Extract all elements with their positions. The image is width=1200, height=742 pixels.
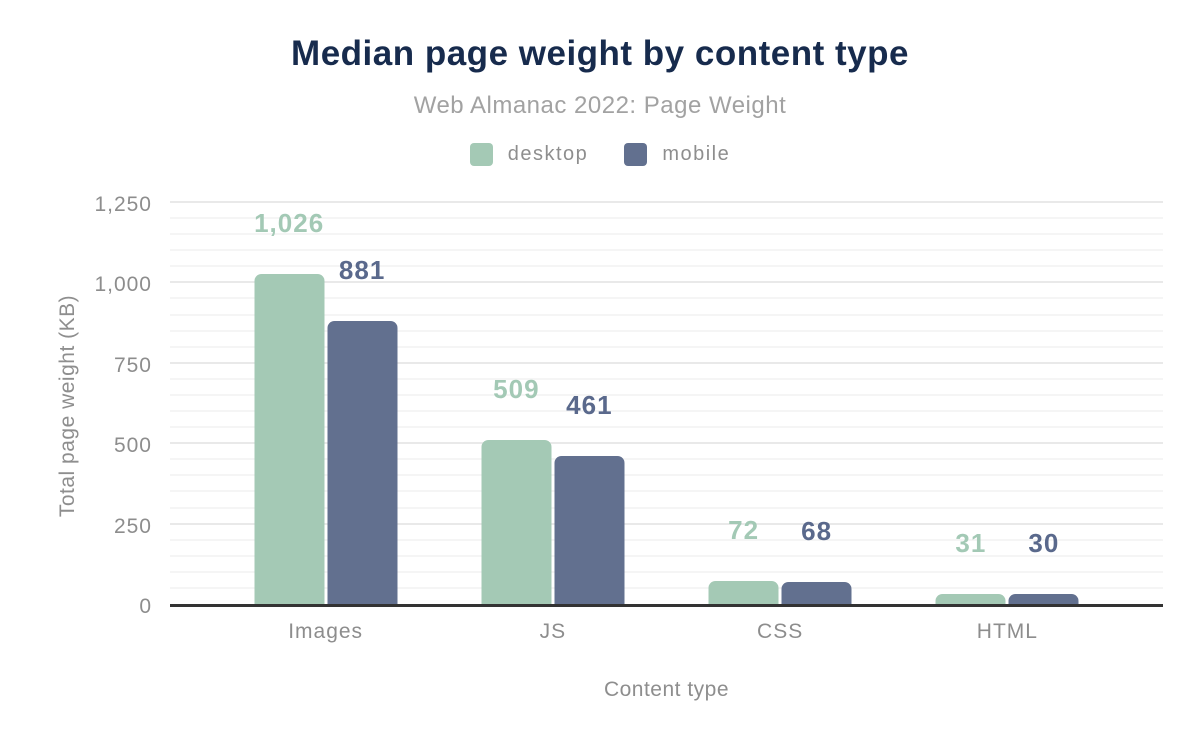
mobile-swatch-icon xyxy=(624,143,648,166)
mobile-bar-html[interactable] xyxy=(1008,594,1079,604)
minor-gridline xyxy=(170,249,1163,252)
desktop-value-label-css: 72 xyxy=(728,514,760,545)
minor-gridline xyxy=(170,393,1163,396)
bar-group-js: 509 461 xyxy=(439,205,666,604)
mobile-value-label-html: 30 xyxy=(1028,528,1060,559)
y-tick-label: 250 xyxy=(113,514,152,538)
bar-group-images: 1,026 881 xyxy=(212,205,439,604)
mobile-value-label-images: 881 xyxy=(338,254,386,285)
x-tick-label-js: JS xyxy=(539,620,567,643)
y-tick-label: 0 xyxy=(139,595,152,618)
desktop-bar-html[interactable] xyxy=(935,594,1006,604)
desktop-value-label-js: 509 xyxy=(493,374,540,405)
minor-gridline xyxy=(170,474,1163,477)
desktop-bar-js[interactable] xyxy=(481,440,552,604)
x-tick-label-css: CSS xyxy=(757,620,804,643)
legend: desktop mobile xyxy=(0,143,1200,166)
mobile-value-label-css: 68 xyxy=(801,516,833,547)
x-axis-title: Content type xyxy=(603,678,730,701)
bar-pair: 31 30 xyxy=(935,528,1079,604)
legend-label-desktop: desktop xyxy=(507,143,589,165)
legend-label-mobile: mobile xyxy=(662,143,731,165)
minor-gridline xyxy=(170,297,1163,300)
minor-gridline xyxy=(170,233,1163,236)
legend-item-desktop[interactable]: desktop xyxy=(469,143,589,166)
legend-item-mobile[interactable]: mobile xyxy=(624,143,730,166)
minor-gridline xyxy=(170,313,1163,316)
minor-gridline xyxy=(170,345,1163,348)
major-gridline xyxy=(170,361,1163,364)
major-gridline xyxy=(170,281,1163,284)
y-tick-label: 1,250 xyxy=(94,193,152,216)
y-tick-label: 500 xyxy=(113,434,152,458)
bar-wrap: 1,026 xyxy=(254,208,325,604)
mobile-bar-images[interactable] xyxy=(327,320,398,604)
bar-pair: 509 461 xyxy=(481,374,625,604)
minor-gridline xyxy=(170,377,1163,380)
minor-gridline xyxy=(170,538,1163,541)
minor-gridline xyxy=(170,217,1163,220)
chart-subtitle: Web Almanac 2022: Page Weight xyxy=(413,92,787,119)
bar-wrap: 509 xyxy=(481,374,552,604)
minor-gridline xyxy=(170,490,1163,493)
minor-gridline xyxy=(170,506,1163,509)
chart-title: Median page weight by content type xyxy=(291,34,909,73)
minor-gridline xyxy=(170,410,1163,413)
bar-wrap: 30 xyxy=(1008,528,1079,604)
desktop-swatch-icon xyxy=(469,143,493,166)
major-gridline xyxy=(170,522,1163,525)
desktop-bar-css[interactable] xyxy=(708,580,779,604)
major-gridline xyxy=(170,201,1163,203)
minor-gridline xyxy=(170,554,1163,557)
mobile-bar-js[interactable] xyxy=(554,455,625,604)
desktop-value-label-images: 1,026 xyxy=(254,208,325,239)
minor-gridline xyxy=(170,586,1163,589)
bar-wrap: 881 xyxy=(327,255,398,604)
bar-wrap: 72 xyxy=(708,515,779,604)
x-axis-tick-labels: Images JS CSS HTML xyxy=(170,620,1163,644)
desktop-bar-images[interactable] xyxy=(254,274,325,604)
bar-pair: 1,026 881 xyxy=(254,208,398,604)
bar-wrap: 31 xyxy=(935,528,1006,604)
bar-group-css: 72 68 xyxy=(667,205,894,604)
plot-area: 1,026 881 509 461 72 68 31 30 xyxy=(170,201,1163,607)
minor-gridline xyxy=(170,265,1163,268)
minor-gridline xyxy=(170,329,1163,332)
bar-pair: 72 68 xyxy=(708,515,852,604)
bar-group-html: 31 30 xyxy=(894,205,1121,604)
major-gridline xyxy=(170,442,1163,445)
minor-gridline xyxy=(170,570,1163,573)
mobile-bar-css[interactable] xyxy=(781,582,852,604)
x-tick-label-html: HTML xyxy=(976,620,1038,643)
y-tick-label: 1,000 xyxy=(94,273,152,297)
minor-gridline xyxy=(170,458,1163,461)
mobile-value-label-js: 461 xyxy=(566,389,613,420)
y-tick-label: 750 xyxy=(113,353,152,377)
bar-groups: 1,026 881 509 461 72 68 31 30 xyxy=(170,205,1163,604)
bar-wrap: 68 xyxy=(781,516,852,604)
bar-wrap: 461 xyxy=(554,390,625,604)
x-tick-label-images: Images xyxy=(288,620,364,643)
desktop-value-label-html: 31 xyxy=(955,528,987,559)
minor-gridline xyxy=(170,426,1163,429)
y-axis-tick-labels: 0 250 500 750 1,000 1,250 xyxy=(0,193,160,618)
